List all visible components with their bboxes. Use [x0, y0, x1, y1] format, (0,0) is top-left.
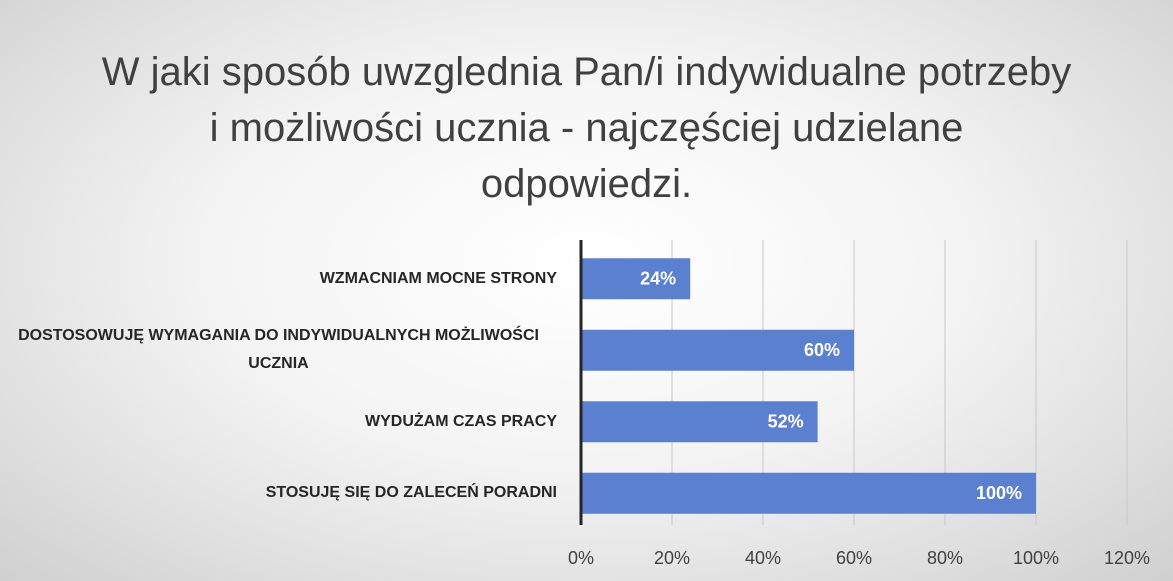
data-label: 100%: [976, 483, 1022, 503]
y-tick-label: STOSUJĘ SIĘ DO ZALECEŃ PORADNI: [265, 484, 557, 502]
data-label: 24%: [640, 269, 676, 289]
x-tick-label: 40%: [745, 548, 781, 568]
chart-title: W jaki sposób uwzglednia Pan/i indywidua…: [101, 50, 1072, 206]
x-tick-label: 60%: [836, 548, 872, 568]
y-tick-label: WZMACNIAM MOCNE STRONY: [319, 269, 557, 287]
x-tick-label: 0%: [568, 548, 594, 568]
bar: [581, 401, 818, 443]
bar: [581, 258, 691, 300]
x-tick-label: 80%: [927, 548, 963, 568]
bar: [581, 329, 854, 371]
x-tick-label: 120%: [1104, 548, 1150, 568]
data-label: 52%: [768, 412, 804, 432]
y-tick-label: WYDUŻAM CZAS PRACY: [365, 412, 557, 430]
data-label: 60%: [804, 340, 840, 360]
bar: [581, 472, 1036, 514]
y-tick-label: DOSTOSOWUJĘ WYMAGANIA DO INDYWIDUALNYCH …: [18, 327, 539, 373]
x-tick-label: 20%: [654, 548, 690, 568]
x-tick-label: 100%: [1013, 548, 1059, 568]
